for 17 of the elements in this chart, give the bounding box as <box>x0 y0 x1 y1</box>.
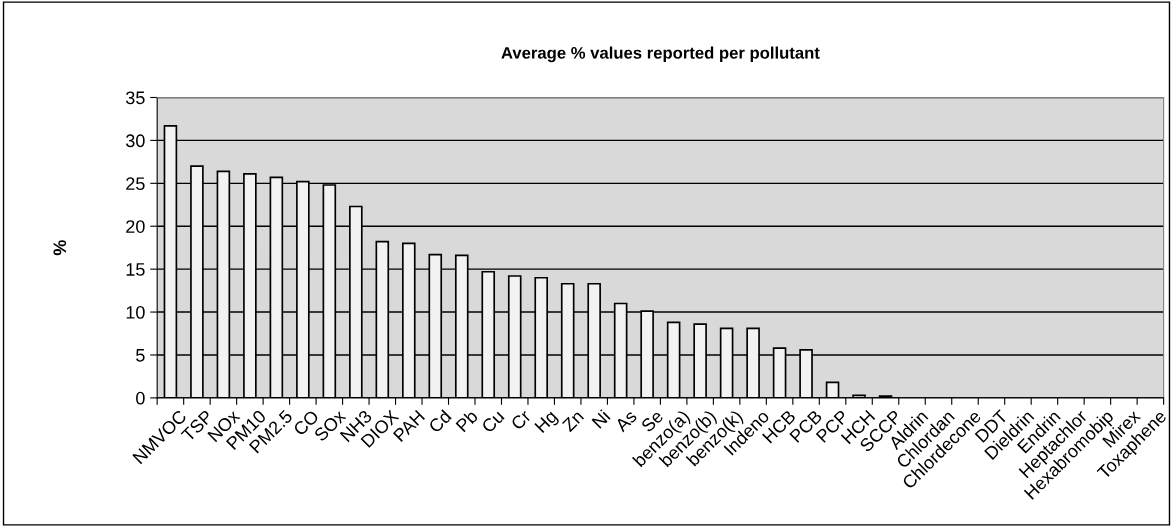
y-tick-label: 15 <box>126 263 145 276</box>
y-tick-label: 20 <box>126 220 145 233</box>
y-tick-label: 30 <box>125 134 145 148</box>
y-tick-label: 10 <box>126 305 145 319</box>
x-tick-label: Ni <box>591 409 611 429</box>
y-tick-label: 0 <box>136 391 145 405</box>
x-tick-label: Zn <box>561 409 585 433</box>
x-tick-label: Pb <box>455 408 479 433</box>
y-axis-title: % <box>53 240 67 256</box>
x-tick-label: Cd <box>427 409 452 434</box>
y-tick-label: 25 <box>126 177 145 191</box>
x-tick-label: Hg <box>534 409 561 436</box>
chart-title: Average % values reported per pollutant <box>501 46 820 63</box>
y-tick-label: 35 <box>125 91 145 105</box>
x-tick-label: Cu <box>480 409 505 434</box>
y-tick-label: 5 <box>136 349 145 362</box>
x-tick-label: Cr <box>510 408 532 431</box>
